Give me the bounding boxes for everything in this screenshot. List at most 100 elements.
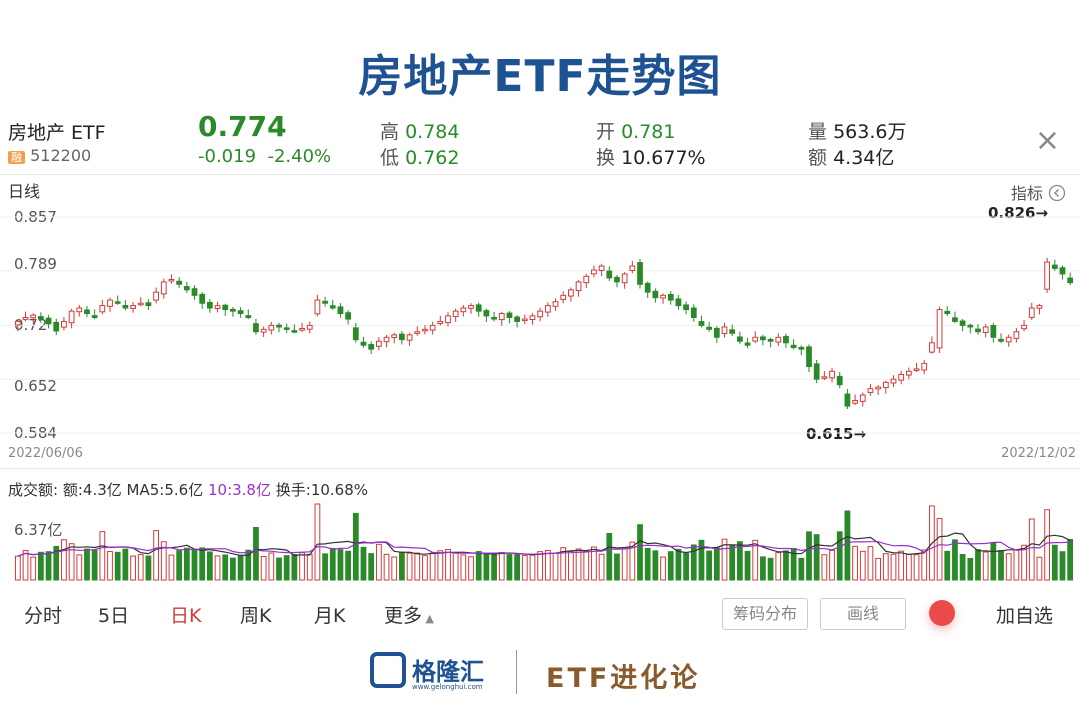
volume-bar	[268, 552, 275, 581]
volume-bar	[721, 538, 728, 581]
candle-body-up	[1013, 331, 1020, 339]
volume-bar	[552, 552, 559, 581]
candle-body-down	[506, 312, 513, 318]
volume-bar	[168, 554, 175, 581]
candle-body-up	[68, 310, 75, 324]
candle	[1051, 259, 1058, 271]
volume-bar	[729, 545, 736, 581]
candle	[606, 266, 613, 281]
volume-bar	[491, 552, 497, 581]
candle	[660, 293, 666, 304]
candle	[99, 300, 106, 315]
volume-bar	[345, 550, 352, 581]
y-tick: 0.789	[14, 255, 57, 273]
candle-body-up	[1028, 307, 1035, 318]
candle	[936, 306, 943, 353]
candlestick-chart[interactable]	[0, 205, 1080, 445]
candle-body-down	[206, 301, 213, 309]
candle	[183, 281, 190, 293]
volume-bar	[399, 551, 405, 581]
candle	[514, 315, 520, 328]
volume-bar	[245, 549, 252, 581]
candle-body-up	[621, 273, 628, 284]
volume-bar	[360, 546, 367, 581]
candle-body-down	[329, 305, 336, 309]
close-icon[interactable]: ×	[1034, 123, 1060, 158]
high-row: 高 0.784	[380, 121, 460, 143]
volume-bar	[952, 539, 958, 581]
volume-ma5: MA5:5.6亿	[126, 481, 204, 499]
candle	[237, 307, 244, 318]
candle-body-down	[191, 288, 198, 296]
candle	[521, 314, 528, 325]
volume-bar	[583, 550, 590, 581]
candle-body-down	[399, 333, 405, 341]
candle-body-down	[475, 304, 482, 312]
indicator-button[interactable]: 指标	[1011, 180, 1066, 204]
candle-body-down	[483, 310, 490, 317]
candle	[130, 301, 136, 313]
candle	[306, 321, 313, 334]
candle	[690, 304, 697, 322]
tab-5day[interactable]: 5日	[98, 605, 130, 627]
candle	[253, 318, 259, 335]
candle	[913, 362, 920, 373]
volume-bar	[806, 531, 812, 581]
tab-monthly-k[interactable]: 月K	[314, 605, 346, 627]
volume-bar	[283, 555, 290, 581]
volume-bar	[391, 556, 398, 581]
volume-bar	[675, 548, 682, 581]
candle	[422, 325, 428, 335]
candle	[560, 291, 567, 304]
candle	[230, 307, 236, 317]
candle	[360, 336, 367, 348]
candle	[199, 292, 206, 309]
draw-line-button[interactable]: 画线	[820, 598, 906, 630]
volume-bar	[145, 555, 152, 581]
candle	[414, 326, 421, 336]
chips-button[interactable]: 筹码分布	[722, 598, 808, 630]
candle-body-up	[99, 305, 106, 313]
candle-body-down	[790, 344, 797, 349]
volume-bar	[475, 551, 482, 581]
add-watchlist-button[interactable]: 加自选	[996, 605, 1054, 627]
candle-body-up	[752, 336, 759, 342]
record-dot-button[interactable]	[929, 600, 955, 626]
volume-bar	[322, 553, 328, 581]
candle-body-down	[736, 336, 743, 342]
tab-more[interactable]: 更多 ▲	[384, 605, 434, 627]
volume-bar	[521, 555, 528, 581]
volume-bar	[222, 554, 229, 581]
volume-bar	[160, 541, 167, 581]
volume-bar	[91, 549, 98, 581]
volume-bar	[859, 550, 866, 581]
candle-body-up	[882, 381, 889, 389]
candle	[598, 263, 605, 277]
candle	[621, 272, 628, 289]
slogan: ETF进化论	[546, 663, 701, 694]
volume-bar	[767, 557, 774, 581]
volume-bar	[821, 554, 828, 581]
tab-weekly-k[interactable]: 周K	[240, 605, 272, 627]
candle	[314, 294, 321, 317]
tab-daily-k[interactable]: 日K	[170, 605, 202, 627]
volume-bar	[183, 547, 190, 581]
candle-body-up	[898, 373, 905, 381]
candle	[775, 333, 782, 347]
tab-intraday[interactable]: 分时	[24, 605, 63, 627]
volume-bar	[452, 552, 459, 581]
candle	[652, 288, 659, 303]
candle	[368, 341, 375, 355]
volume-bar	[299, 552, 305, 581]
price-change-row: -0.019 -2.40%	[198, 146, 331, 167]
candle-body-down	[1067, 277, 1074, 284]
candle	[767, 337, 774, 348]
candle	[429, 321, 436, 335]
x-end-date: 2022/12/02	[1001, 446, 1076, 461]
candle	[206, 299, 213, 313]
candle-body-up	[852, 400, 858, 404]
candle-body-down	[990, 325, 997, 338]
candle-body-up	[153, 291, 159, 301]
low-value: 0.762	[405, 147, 460, 169]
turnover-value: 10.677%	[621, 147, 706, 169]
